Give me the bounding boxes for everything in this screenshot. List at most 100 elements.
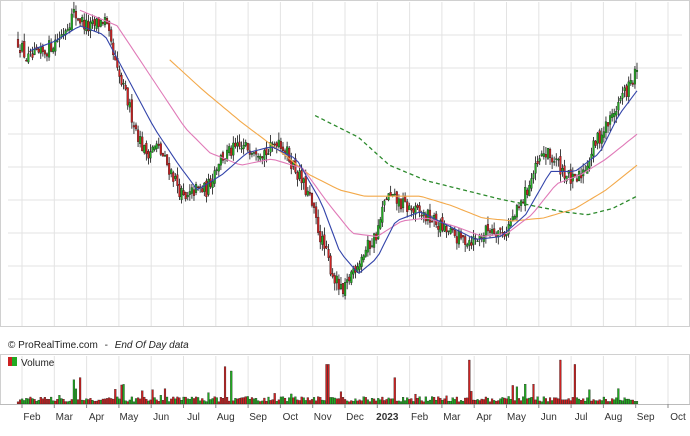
x-tick-label: Feb bbox=[23, 412, 41, 423]
volume-bar bbox=[323, 400, 326, 405]
candle-down bbox=[120, 74, 123, 85]
candle-up bbox=[615, 111, 618, 116]
volume-bar bbox=[424, 396, 427, 405]
candle-up bbox=[66, 29, 69, 32]
volume-bar bbox=[495, 401, 498, 405]
volume-bar bbox=[453, 399, 456, 405]
volume-bar bbox=[327, 364, 330, 405]
volume-bar bbox=[555, 397, 558, 405]
volume-bar bbox=[255, 398, 258, 405]
candle-up bbox=[370, 245, 374, 247]
volume-bar bbox=[99, 399, 102, 405]
candle-up bbox=[203, 182, 206, 192]
volume-bar bbox=[625, 398, 628, 405]
candle-down bbox=[315, 206, 318, 218]
candle-down bbox=[329, 255, 332, 275]
candle-up bbox=[602, 131, 605, 138]
volume-bar bbox=[443, 398, 446, 405]
volume-bar bbox=[497, 400, 500, 405]
volume-bar bbox=[81, 399, 84, 405]
volume-bar bbox=[379, 399, 382, 405]
volume-bar bbox=[41, 398, 44, 405]
candle-down bbox=[246, 143, 249, 151]
volume-bar bbox=[242, 397, 245, 405]
candle-up bbox=[393, 193, 396, 196]
volume-bar bbox=[480, 398, 483, 405]
candle-up bbox=[122, 82, 125, 85]
volume-bar bbox=[582, 398, 585, 405]
volume-bar bbox=[317, 396, 320, 405]
volume-bar bbox=[246, 396, 249, 405]
volume-bar bbox=[573, 364, 576, 405]
x-tick-label: Jul bbox=[187, 412, 200, 423]
candle-up bbox=[557, 158, 560, 161]
volume-bar bbox=[449, 401, 452, 405]
candle-down bbox=[108, 20, 111, 31]
candle-up bbox=[170, 169, 173, 175]
candle-up bbox=[143, 145, 146, 153]
volume-bar bbox=[60, 398, 63, 405]
volume-bar bbox=[356, 400, 359, 405]
source-label: © ProRealTime.com - End Of Day data bbox=[8, 340, 189, 351]
candle-down bbox=[308, 192, 311, 195]
volume-bar bbox=[617, 388, 620, 405]
volume-bar bbox=[505, 398, 508, 405]
volume-bar bbox=[482, 399, 485, 405]
volume-bar bbox=[33, 399, 36, 405]
candle-up bbox=[542, 153, 545, 157]
volume-bar bbox=[207, 392, 210, 405]
volume-bar bbox=[122, 384, 125, 405]
volume-bar bbox=[393, 377, 396, 405]
volume-bar bbox=[252, 398, 256, 405]
volume-bar bbox=[159, 395, 162, 405]
candle-up bbox=[511, 216, 514, 221]
candle-down bbox=[16, 38, 20, 48]
x-tick-label: Jun bbox=[153, 412, 169, 423]
volume-bar bbox=[288, 397, 291, 405]
candle-down bbox=[157, 143, 160, 146]
volume-bar bbox=[594, 400, 597, 405]
volume-bar bbox=[103, 398, 106, 405]
volume-bar bbox=[48, 399, 51, 405]
volume-bar bbox=[451, 397, 454, 405]
candle-down bbox=[451, 228, 454, 231]
candle-down bbox=[549, 148, 552, 158]
candle-up bbox=[292, 160, 295, 167]
candle-up bbox=[540, 153, 543, 156]
candle-down bbox=[488, 230, 492, 233]
candle-up bbox=[174, 176, 177, 179]
volume-bar bbox=[426, 400, 429, 405]
volume-bar bbox=[16, 401, 20, 405]
candle-down bbox=[625, 85, 628, 97]
x-tick-label: Jun bbox=[541, 412, 557, 423]
candle-up bbox=[70, 13, 73, 31]
candle-up bbox=[447, 230, 450, 232]
volume-bar bbox=[298, 400, 301, 405]
volume-bar bbox=[406, 397, 409, 405]
candle-up bbox=[530, 178, 533, 189]
volume-bar bbox=[422, 401, 425, 405]
volume-bar bbox=[244, 396, 247, 405]
volume-bar bbox=[397, 400, 400, 405]
x-tick-label: Dec bbox=[346, 412, 364, 423]
volume-bar bbox=[290, 393, 293, 405]
x-tick-label: Sep bbox=[249, 412, 267, 423]
candle-up bbox=[149, 151, 152, 159]
volume-bar bbox=[21, 398, 24, 405]
candle-up bbox=[366, 239, 369, 253]
volume-bar bbox=[126, 401, 129, 405]
volume-bar bbox=[85, 398, 88, 405]
candle-up bbox=[408, 205, 411, 210]
volume-bar bbox=[209, 399, 212, 405]
candle-up bbox=[339, 284, 343, 290]
volume-bar bbox=[408, 399, 411, 405]
volume-bar bbox=[215, 397, 218, 405]
volume-bar bbox=[39, 397, 42, 405]
volume-legend-up-swatch bbox=[12, 357, 17, 366]
candle-down bbox=[333, 275, 336, 284]
candle-up bbox=[250, 153, 253, 155]
candle-down bbox=[19, 50, 22, 54]
volume-bar bbox=[110, 398, 113, 405]
volume-bar bbox=[250, 397, 253, 405]
volume-bar bbox=[199, 400, 202, 405]
